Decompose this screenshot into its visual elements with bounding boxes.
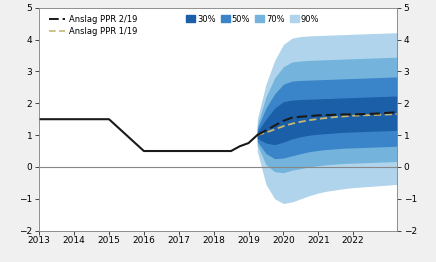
Legend: 30%, 50%, 70%, 90%: 30%, 50%, 70%, 90% <box>184 13 320 25</box>
